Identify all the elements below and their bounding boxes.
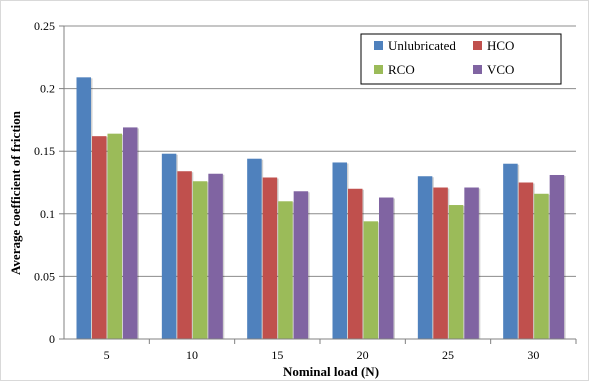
x-tick-label: 30 bbox=[527, 348, 539, 362]
x-tick-label: 10 bbox=[186, 348, 198, 362]
bar-rco-5 bbox=[107, 133, 122, 339]
bar-rco-20 bbox=[363, 221, 378, 339]
legend-swatch-unlubricated bbox=[374, 41, 383, 50]
y-tick-label: 0.05 bbox=[34, 269, 55, 283]
y-tick-labels: 0 0.05 0.1 0.15 0.2 0.25 bbox=[34, 19, 55, 346]
legend: Unlubricated HCO RCO VCO bbox=[360, 33, 562, 85]
bar-vco-25 bbox=[464, 187, 479, 339]
legend-box bbox=[360, 33, 562, 85]
x-tick-label: 20 bbox=[357, 348, 369, 362]
bar-vco-10 bbox=[208, 173, 223, 339]
bar-hco-10 bbox=[177, 171, 192, 339]
bar-hco-15 bbox=[262, 177, 278, 339]
bar-vco-15 bbox=[293, 191, 309, 339]
bar-vco-20 bbox=[379, 197, 394, 339]
x-tick-labels: 5 10 15 20 25 30 bbox=[104, 348, 540, 362]
x-tick-label: 25 bbox=[442, 348, 454, 362]
bar-rco-15 bbox=[278, 201, 293, 339]
legend-label-hco: HCO bbox=[487, 38, 514, 53]
y-tick-label: 0.15 bbox=[34, 144, 55, 158]
y-tick-label: 0.25 bbox=[34, 19, 55, 33]
bars bbox=[76, 77, 566, 339]
bar-vco-30 bbox=[549, 174, 565, 339]
bar-rco-10 bbox=[192, 181, 208, 339]
bar-unlubricated-20 bbox=[332, 162, 347, 339]
y-axis-title: Average coefficient of friction bbox=[8, 110, 23, 275]
legend-swatch-hco bbox=[473, 41, 482, 50]
bar-vco-5 bbox=[123, 127, 138, 339]
bar-hco-20 bbox=[348, 188, 363, 339]
x-axis-title: Nominal load (N) bbox=[283, 364, 379, 379]
y-tick-label: 0 bbox=[49, 332, 55, 346]
y-tick-label: 0.1 bbox=[40, 207, 55, 221]
bar-unlubricated-15 bbox=[247, 158, 262, 339]
x-tick-label: 5 bbox=[104, 348, 110, 362]
legend-swatch-rco bbox=[374, 65, 383, 74]
x-tick-label: 15 bbox=[271, 348, 283, 362]
legend-swatch-vco bbox=[473, 65, 482, 74]
gridlines bbox=[64, 25, 576, 277]
bar-rco-25 bbox=[448, 205, 464, 339]
bar-rco-30 bbox=[534, 193, 549, 339]
bar-hco-5 bbox=[92, 136, 107, 339]
bar-hco-30 bbox=[518, 182, 534, 339]
bar-unlubricated-25 bbox=[417, 176, 433, 339]
axes bbox=[59, 25, 577, 344]
legend-label-rco: RCO bbox=[388, 62, 415, 77]
bar-hco-25 bbox=[433, 187, 448, 339]
bar-unlubricated-30 bbox=[503, 163, 518, 339]
y-tick-label: 0.2 bbox=[40, 82, 55, 96]
bar-unlubricated-10 bbox=[161, 153, 177, 339]
legend-label-unlubricated: Unlubricated bbox=[388, 38, 456, 53]
bar-unlubricated-5 bbox=[76, 77, 91, 339]
legend-label-vco: VCO bbox=[487, 62, 514, 77]
